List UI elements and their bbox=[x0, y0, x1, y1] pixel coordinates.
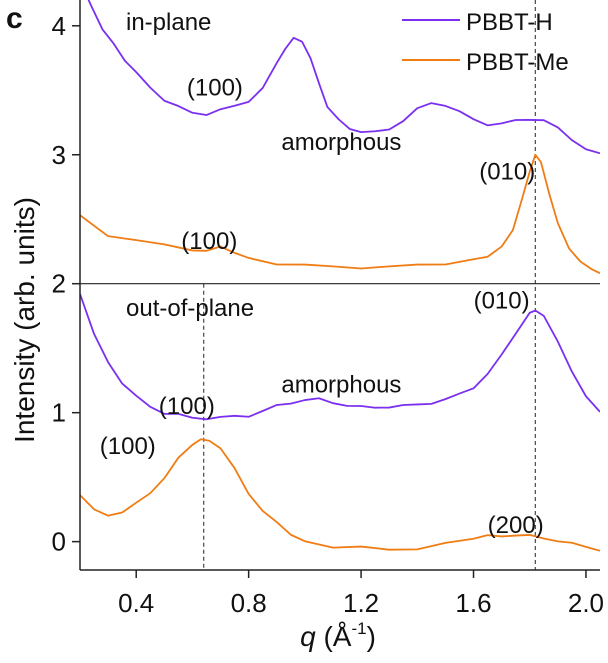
series-pbbt-h-in-plane bbox=[87, 0, 600, 155]
x-axis-label-close: ) bbox=[367, 621, 376, 652]
annotation-2: (010) bbox=[479, 159, 535, 186]
annotation-8: (200) bbox=[488, 512, 544, 539]
plot-area: 0 1 2 3 4 0.4 0.8 1.2 1.6 2.0 (100) amorphous (010) (… bbox=[52, 0, 604, 618]
annotation-7: (100) bbox=[100, 433, 156, 460]
x-tick-label-2: 1.2 bbox=[343, 588, 379, 618]
legend-label-pbbt-h: PBBT-H bbox=[466, 9, 553, 36]
series-pbbt-me-out-of-plane bbox=[80, 438, 600, 552]
x-axis-label-exponent: -1 bbox=[351, 619, 366, 638]
x-tick-label-3: 1.6 bbox=[455, 588, 491, 618]
x-axis-label-symbol: q bbox=[300, 621, 316, 652]
x-axis-label: q (Å-1) bbox=[300, 619, 376, 652]
x-tick-label-4: 2.0 bbox=[568, 588, 604, 618]
annotation-4: (010) bbox=[474, 287, 530, 314]
series-pbbt-me-in-plane bbox=[80, 153, 600, 275]
annotation-3: (100) bbox=[181, 228, 237, 255]
y-tick-label-0: 0 bbox=[52, 527, 66, 557]
x-tick-label-1: 0.8 bbox=[231, 588, 267, 618]
x-axis-label-unit: (Å bbox=[316, 621, 352, 652]
y-axis-label: Intensity (arb. units) bbox=[9, 197, 40, 443]
y-tick-label-1: 1 bbox=[52, 398, 66, 428]
annotation-6: (100) bbox=[159, 393, 215, 420]
panel-title-in-plane: in-plane bbox=[126, 9, 211, 36]
x-tick-label-0: 0.4 bbox=[118, 588, 154, 618]
y-tick-label-3: 3 bbox=[52, 140, 66, 170]
panel-title-out-of-plane: out-of-plane bbox=[126, 295, 254, 322]
annotation-1: amorphous bbox=[281, 129, 401, 156]
panel-label: c bbox=[6, 2, 23, 35]
legend-label-pbbt-me: PBBT-Me bbox=[466, 49, 569, 76]
annotation-5: amorphous bbox=[281, 371, 401, 398]
curves bbox=[80, 0, 600, 552]
y-tick-label-4: 4 bbox=[52, 11, 66, 41]
annotation-0: (100) bbox=[187, 75, 243, 102]
y-tick-label-2: 2 bbox=[52, 269, 66, 299]
legend: PBBT-H PBBT-Me bbox=[402, 9, 569, 76]
series-pbbt-h-out-of-plane bbox=[80, 293, 600, 421]
